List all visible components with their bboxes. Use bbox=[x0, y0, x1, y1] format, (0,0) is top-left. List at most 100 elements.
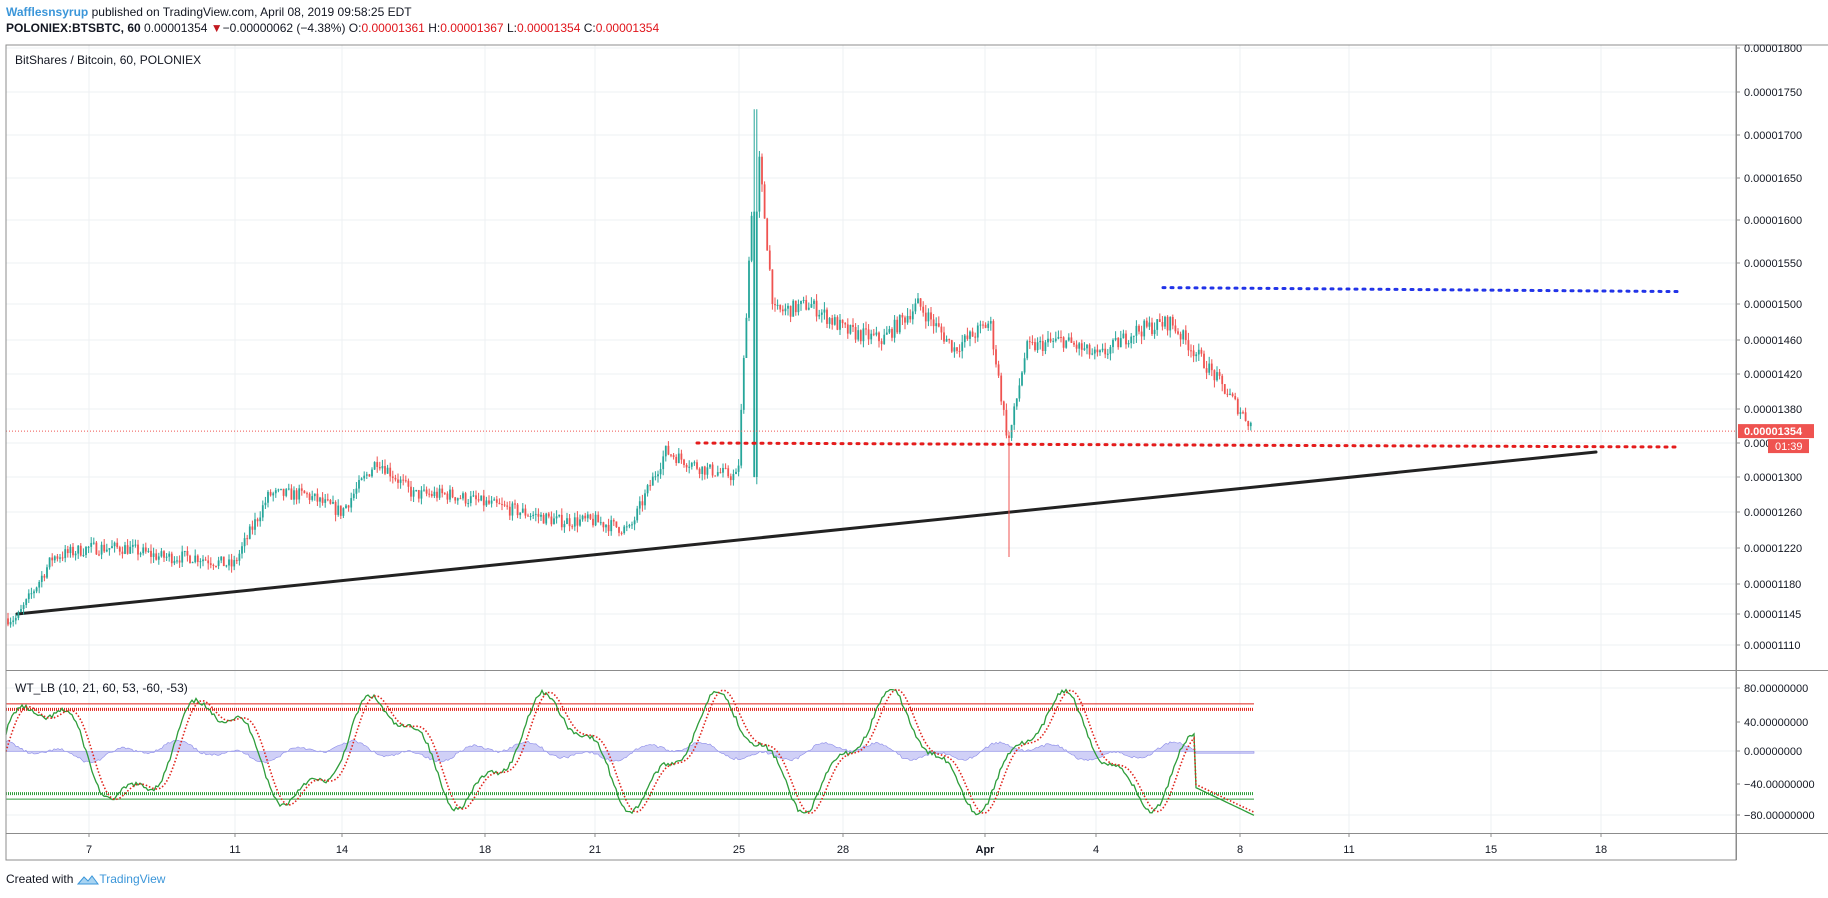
candle-body bbox=[644, 493, 646, 506]
candle-body bbox=[1151, 322, 1153, 335]
trendline-layer bbox=[15, 450, 1598, 616]
candle-body bbox=[1156, 319, 1159, 330]
candle-body bbox=[742, 358, 745, 410]
publish-info: Wafflesnsyrup published on TradingView.c… bbox=[6, 5, 412, 19]
candle-body bbox=[716, 472, 719, 476]
candle-body bbox=[1067, 337, 1070, 341]
candle-body bbox=[134, 544, 137, 546]
candle-body bbox=[1223, 384, 1226, 394]
candle-body bbox=[1002, 401, 1005, 410]
candle-body bbox=[966, 335, 969, 339]
candle-body bbox=[932, 319, 935, 327]
candle-body bbox=[1140, 331, 1143, 337]
candle-body bbox=[602, 522, 605, 528]
candle-body bbox=[116, 542, 119, 548]
candle-body bbox=[345, 505, 347, 509]
candle-body bbox=[222, 556, 225, 567]
wt-y-tick-label: −80.00000000 bbox=[1744, 810, 1815, 822]
candle-body bbox=[833, 317, 836, 325]
candle-body bbox=[670, 454, 672, 456]
candle-body bbox=[1023, 358, 1026, 373]
candle-body bbox=[259, 517, 262, 522]
candle-body bbox=[945, 339, 948, 342]
candle-body bbox=[391, 476, 394, 478]
candle-body bbox=[540, 514, 542, 517]
candle-body bbox=[61, 557, 64, 559]
candle-body bbox=[1018, 385, 1021, 399]
candle-body bbox=[948, 339, 951, 341]
candle-body bbox=[724, 467, 727, 469]
low-value: 0.00001354 bbox=[516, 21, 581, 35]
candle-body bbox=[610, 520, 613, 532]
candle-body bbox=[267, 491, 269, 503]
candle-body bbox=[963, 335, 966, 343]
candle-body bbox=[22, 604, 25, 610]
candle-body bbox=[181, 551, 184, 563]
candle-body bbox=[1083, 348, 1086, 350]
candle-body bbox=[1101, 348, 1104, 351]
candle-body bbox=[464, 493, 467, 504]
candle-body bbox=[625, 526, 628, 528]
candle-body bbox=[958, 350, 961, 352]
candle-body bbox=[553, 518, 555, 525]
candle-body bbox=[256, 519, 259, 522]
candle-body bbox=[451, 489, 454, 498]
candle-body bbox=[654, 476, 657, 478]
candle-body bbox=[589, 514, 592, 519]
candle-body bbox=[914, 303, 917, 312]
candle-body bbox=[586, 514, 589, 519]
candle-body bbox=[690, 462, 693, 467]
y-tick-label: 0.00001600 bbox=[1744, 215, 1802, 227]
main-pane-title: BitShares / Bitcoin, 60, POLONIEX bbox=[15, 53, 201, 67]
candle-body bbox=[326, 499, 329, 501]
candle-body bbox=[254, 519, 256, 530]
last-price-badge bbox=[1738, 424, 1814, 439]
candle-body bbox=[20, 609, 22, 613]
candle-body bbox=[1036, 342, 1039, 351]
candle-body bbox=[880, 341, 883, 345]
candle-body bbox=[1109, 347, 1112, 354]
candle-body bbox=[438, 488, 441, 498]
candle-body bbox=[108, 548, 111, 550]
candle-body bbox=[472, 495, 475, 497]
y-tick-label: 0.00001220 bbox=[1744, 543, 1802, 555]
candle-body bbox=[498, 502, 501, 505]
time-axis[interactable]: 7 11 14 18 21 25 28 Apr 4 8 11 15 18 bbox=[86, 833, 1607, 856]
open-value: 0.00001361 bbox=[361, 21, 425, 35]
candle-body bbox=[337, 505, 340, 515]
chart-frame bbox=[5, 44, 1828, 861]
candle-body bbox=[758, 156, 761, 212]
candle-body bbox=[659, 469, 662, 475]
candle-body bbox=[30, 593, 33, 595]
candle-body bbox=[664, 445, 667, 457]
candle-body bbox=[293, 490, 295, 500]
candle-body bbox=[1096, 349, 1099, 353]
candle-body bbox=[165, 556, 168, 558]
candle-body bbox=[129, 546, 132, 554]
price-axis[interactable]: 0.00001800 0.00001750 0.00001700 0.00001650… bbox=[1736, 43, 1815, 822]
candle-body bbox=[477, 499, 480, 501]
candle-body bbox=[381, 466, 384, 469]
candle-body bbox=[147, 550, 150, 552]
candle-body bbox=[176, 560, 178, 562]
candle-body bbox=[867, 329, 870, 340]
candle-body bbox=[173, 560, 176, 564]
candle-body bbox=[446, 493, 449, 500]
candle-body bbox=[423, 489, 425, 491]
candle-body bbox=[545, 513, 548, 524]
candle-body bbox=[607, 524, 610, 532]
candle-body bbox=[917, 298, 919, 304]
candle-body bbox=[800, 300, 802, 305]
candle-body bbox=[555, 516, 558, 519]
author-link[interactable]: Wafflesnsyrup bbox=[6, 5, 89, 19]
candle-body bbox=[152, 553, 155, 557]
candle-body bbox=[280, 488, 282, 490]
candle-body bbox=[774, 304, 776, 306]
tradingview-brand[interactable]: TradingView bbox=[77, 872, 165, 886]
candle-body bbox=[111, 546, 113, 549]
candle-body bbox=[469, 496, 472, 504]
candle-body bbox=[836, 317, 839, 330]
candle-body bbox=[316, 493, 319, 502]
candle-body bbox=[103, 544, 106, 552]
